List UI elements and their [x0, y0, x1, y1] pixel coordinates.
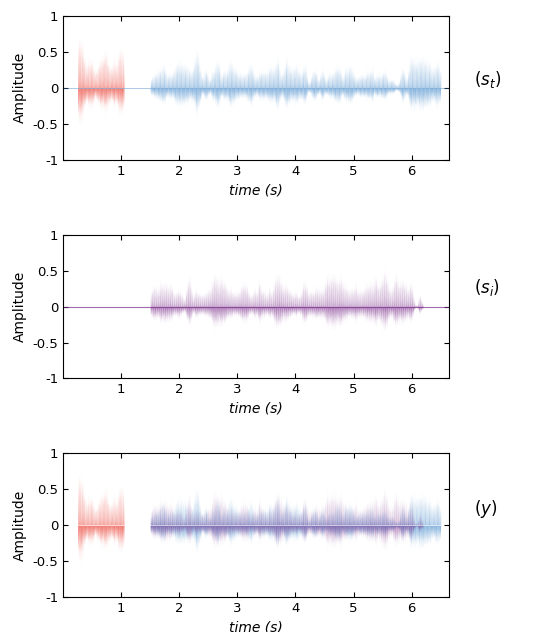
X-axis label: time (s): time (s)	[229, 402, 283, 416]
X-axis label: time (s): time (s)	[229, 621, 283, 632]
Text: $(\mathit{s_t})$: $(\mathit{s_t})$	[474, 68, 501, 90]
Y-axis label: Amplitude: Amplitude	[13, 271, 27, 342]
Y-axis label: Amplitude: Amplitude	[13, 52, 27, 123]
Text: $(\mathit{s_i})$: $(\mathit{s_i})$	[474, 277, 500, 298]
Y-axis label: Amplitude: Amplitude	[13, 490, 27, 561]
Text: $(\mathit{y})$: $(\mathit{y})$	[474, 498, 498, 520]
X-axis label: time (s): time (s)	[229, 183, 283, 197]
